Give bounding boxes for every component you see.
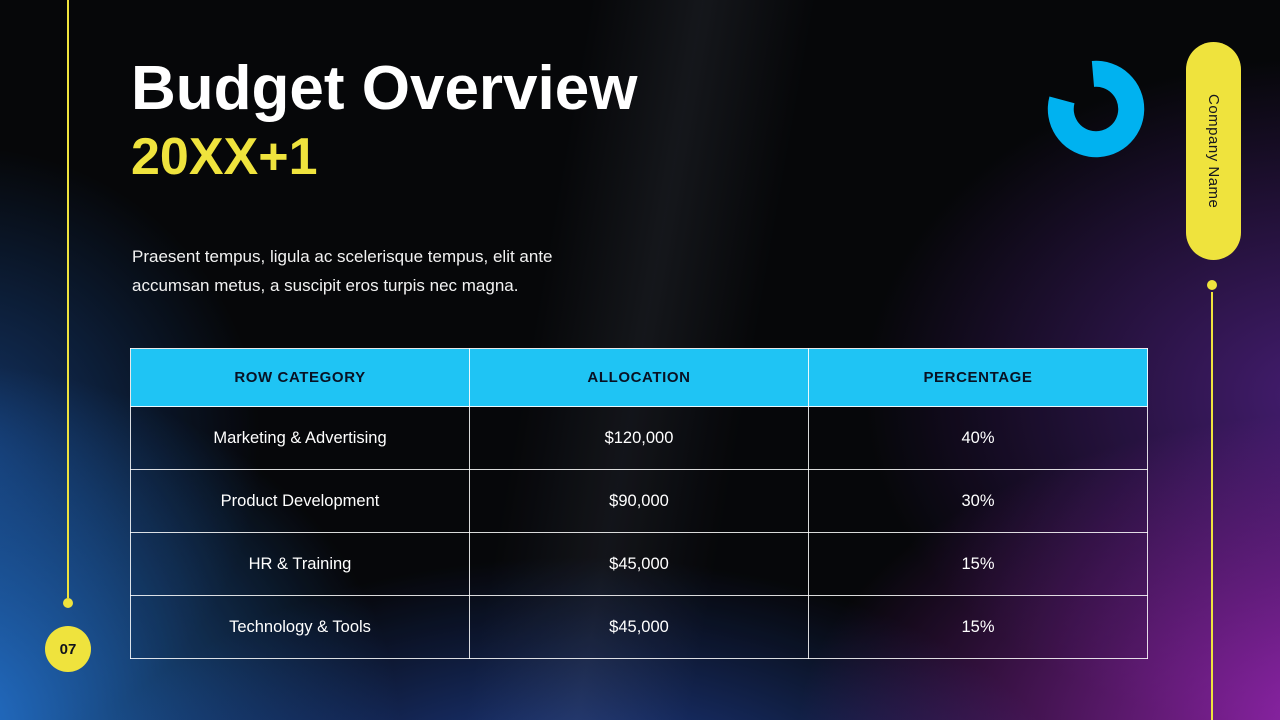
table-row: Technology & Tools $45,000 15% [130,595,1148,659]
table-cell-category: Marketing & Advertising [130,406,470,470]
accent-line-left [67,0,69,598]
slide-subtitle: 20XX+1 [131,128,318,186]
table-row: Marketing & Advertising $120,000 40% [130,406,1148,470]
table-cell-percentage: 15% [808,595,1148,659]
budget-table: ROW CATEGORY ALLOCATION PERCENTAGE Marke… [130,348,1148,659]
slide-title: Budget Overview [131,54,638,123]
table-cell-percentage: 30% [808,469,1148,533]
table-cell-allocation: $120,000 [469,406,809,470]
slide-description: Praesent tempus, ligula ac scelerisque t… [132,242,553,300]
table-row: Product Development $90,000 30% [130,469,1148,533]
table-header-row-category: ROW CATEGORY [130,348,470,407]
table-header-percentage: PERCENTAGE [808,348,1148,407]
description-line-2: accumsan metus, a suscipit eros turpis n… [132,276,519,295]
table-row: HR & Training $45,000 15% [130,532,1148,596]
table-cell-allocation: $45,000 [469,595,809,659]
table-cell-percentage: 40% [808,406,1148,470]
accent-dot-left [63,598,73,608]
table-header-row: ROW CATEGORY ALLOCATION PERCENTAGE [130,348,1148,407]
description-line-1: Praesent tempus, ligula ac scelerisque t… [132,247,553,266]
table-cell-allocation: $90,000 [469,469,809,533]
accent-dot-right [1207,280,1217,290]
table-cell-category: Technology & Tools [130,595,470,659]
brand-ring-logo-icon [1047,60,1145,158]
page-number: 07 [59,640,77,658]
page-number-badge: 07 [45,626,91,672]
company-name-tab: Company Name [1186,42,1241,260]
table-cell-category: Product Development [130,469,470,533]
table-cell-allocation: $45,000 [469,532,809,596]
table-header-allocation: ALLOCATION [469,348,809,407]
accent-line-right [1211,292,1213,720]
company-name-label: Company Name [1205,93,1222,209]
table-cell-category: HR & Training [130,532,470,596]
table-cell-percentage: 15% [808,532,1148,596]
